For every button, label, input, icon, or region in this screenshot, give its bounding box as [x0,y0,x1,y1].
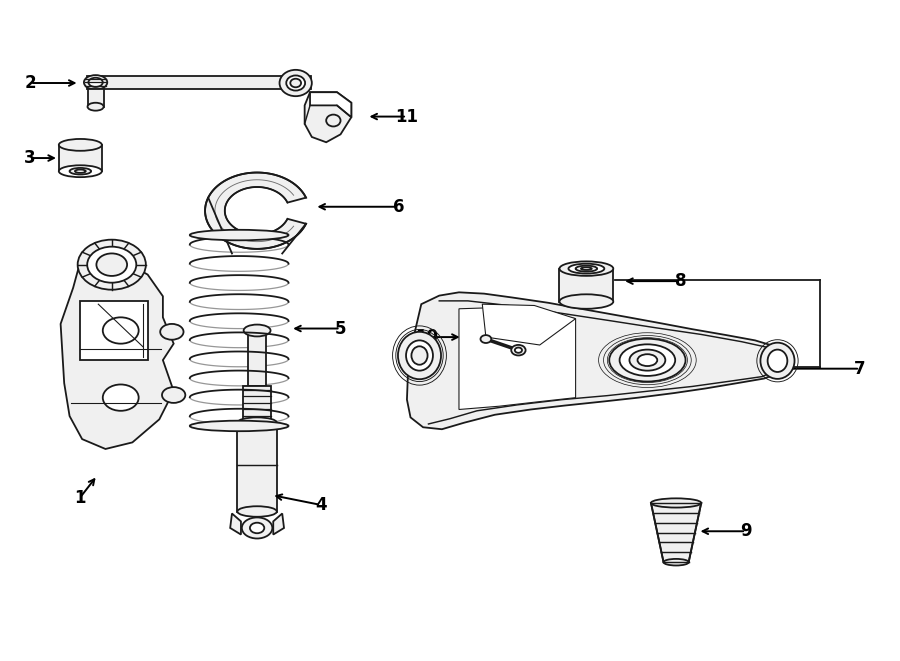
Polygon shape [304,93,351,142]
Ellipse shape [286,75,305,91]
Polygon shape [86,77,302,89]
Ellipse shape [569,264,604,274]
Ellipse shape [75,170,86,173]
Ellipse shape [609,338,686,381]
Circle shape [96,253,127,276]
Ellipse shape [280,70,311,96]
Polygon shape [407,292,788,429]
Text: 6: 6 [393,198,405,215]
Circle shape [87,247,136,283]
Polygon shape [310,93,351,117]
Ellipse shape [760,342,795,379]
Ellipse shape [560,294,613,309]
Ellipse shape [560,261,613,276]
Ellipse shape [58,165,102,177]
Polygon shape [205,173,306,249]
Polygon shape [80,301,148,360]
Polygon shape [238,422,277,512]
Ellipse shape [190,230,289,241]
Polygon shape [243,387,272,422]
Text: 9: 9 [741,522,751,540]
Circle shape [103,385,139,410]
Polygon shape [459,307,576,409]
Text: 1: 1 [74,489,86,508]
Ellipse shape [581,267,592,270]
Text: 2: 2 [24,74,36,92]
Ellipse shape [406,340,433,371]
Ellipse shape [411,346,428,365]
Polygon shape [248,330,266,387]
Ellipse shape [250,523,265,533]
Ellipse shape [515,348,522,353]
Polygon shape [58,145,102,171]
Text: 7: 7 [854,360,866,377]
Ellipse shape [651,498,701,508]
Ellipse shape [69,168,91,175]
Ellipse shape [58,139,102,151]
Text: 3: 3 [23,149,35,167]
Ellipse shape [160,324,184,340]
Text: 5: 5 [335,319,346,338]
Ellipse shape [663,559,688,565]
Ellipse shape [326,114,340,126]
Ellipse shape [242,518,273,539]
Ellipse shape [162,387,185,403]
Ellipse shape [84,75,107,90]
Polygon shape [87,89,104,106]
Polygon shape [60,254,174,449]
Ellipse shape [87,102,104,110]
Ellipse shape [511,345,526,356]
Polygon shape [230,514,241,535]
Polygon shape [298,77,310,89]
Ellipse shape [637,354,657,366]
Ellipse shape [238,506,277,517]
Circle shape [77,240,146,290]
Ellipse shape [576,266,597,272]
Circle shape [103,317,139,344]
Ellipse shape [190,420,289,431]
Polygon shape [274,514,284,535]
Ellipse shape [244,325,271,336]
Text: 11: 11 [395,108,419,126]
Text: 10: 10 [415,328,438,346]
Polygon shape [482,304,576,345]
Polygon shape [560,268,613,301]
Ellipse shape [238,417,277,428]
Ellipse shape [629,350,665,371]
Ellipse shape [88,78,103,87]
Ellipse shape [768,350,788,372]
Ellipse shape [619,344,675,376]
Text: 4: 4 [315,496,327,514]
Ellipse shape [398,332,441,379]
Text: 8: 8 [675,272,687,290]
Ellipse shape [481,335,491,343]
Ellipse shape [291,79,302,87]
Polygon shape [651,503,701,563]
